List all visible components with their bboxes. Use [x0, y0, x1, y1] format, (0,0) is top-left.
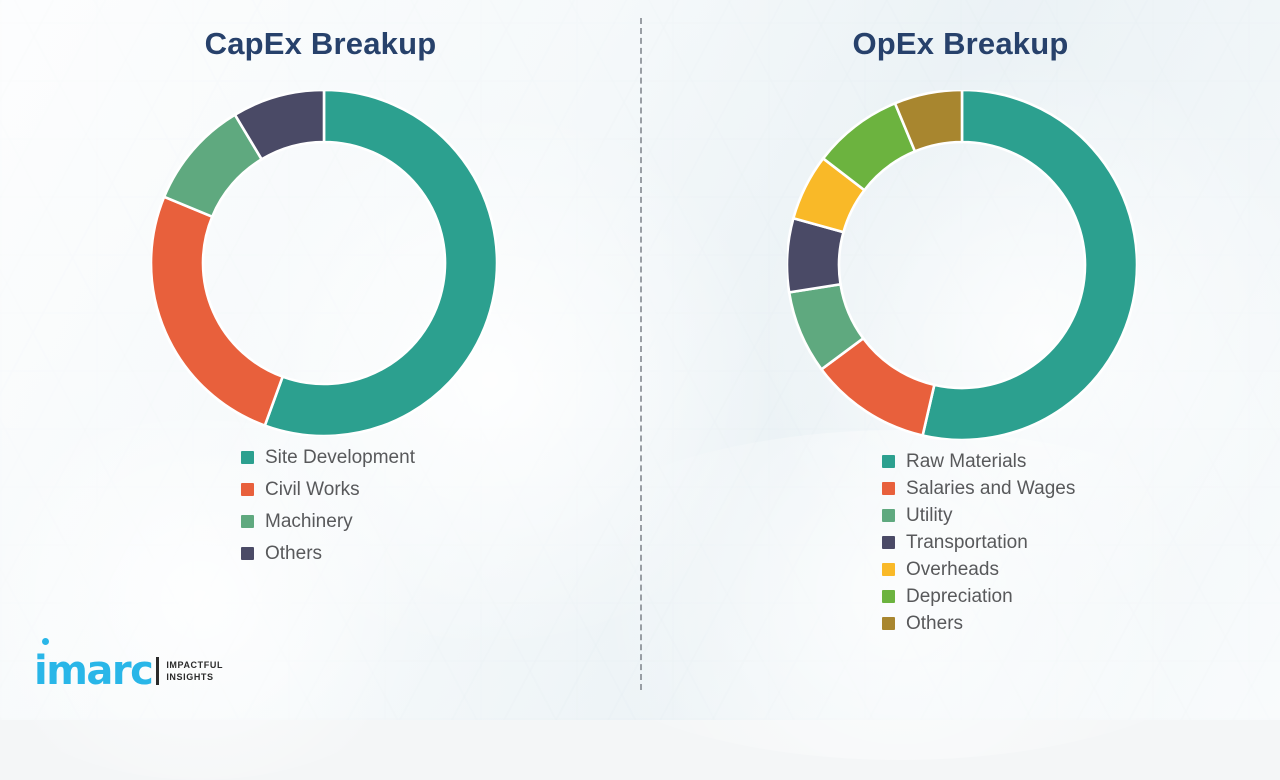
legend-item-label: Salaries and Wages — [906, 478, 1076, 499]
opex-chart-title: OpEx Breakup — [852, 26, 1069, 61]
imarc-logo: imarc IMPACTFUL INSIGHTS — [34, 638, 223, 691]
legend-item-label: Transportation — [906, 532, 1028, 553]
capex-legend: Site Development Civil Works Machinery Othe… — [241, 448, 415, 563]
legend-swatch-icon — [241, 515, 254, 528]
logo-tagline-line1: IMPACTFUL — [166, 660, 224, 670]
legend-swatch-icon — [882, 617, 895, 630]
donut-slice — [263, 90, 497, 436]
legend-swatch-icon — [241, 483, 254, 496]
capex-donut-chart — [151, 90, 497, 436]
donut-slice — [233, 90, 326, 162]
legend-item[interactable]: Site Development — [241, 448, 415, 467]
legend-item[interactable]: Others — [241, 544, 415, 563]
opex-panel: OpEx Breakup Raw Materials Salaries and W… — [641, 0, 1280, 720]
legend-swatch-icon — [882, 536, 895, 549]
legend-item[interactable]: Civil Works — [241, 480, 415, 499]
capex-donut-svg — [151, 90, 497, 436]
legend-item-label: Overheads — [906, 559, 999, 580]
donut-slice — [893, 90, 964, 154]
legend-item-label: Site Development — [265, 447, 415, 468]
capex-panel: CapEx Breakup Site Development Civil Work… — [0, 0, 641, 720]
legend-item[interactable]: Others — [882, 614, 1075, 633]
legend-item[interactable]: Raw Materials — [882, 452, 1075, 471]
panel-divider — [640, 18, 642, 690]
legend-swatch-icon — [882, 482, 895, 495]
legend-swatch-icon — [882, 455, 895, 468]
opex-donut-chart — [787, 90, 1137, 440]
donut-slice — [921, 90, 1137, 440]
logo-tagline: IMPACTFUL INSIGHTS — [166, 660, 223, 682]
legend-item-label: Machinery — [265, 511, 353, 532]
donut-slice — [151, 195, 285, 428]
opex-legend: Raw Materials Salaries and Wages Utility Tr… — [882, 452, 1075, 633]
legend-item[interactable]: Depreciation — [882, 587, 1075, 606]
legend-item-label: Civil Works — [265, 479, 360, 500]
legend-swatch-icon — [882, 509, 895, 522]
legend-item-label: Raw Materials — [906, 451, 1027, 472]
legend-item[interactable]: Overheads — [882, 560, 1075, 579]
logo-dot-icon — [42, 638, 49, 645]
logo-wordmark: imarc — [34, 638, 154, 691]
legend-item[interactable]: Machinery — [241, 512, 415, 531]
capex-chart-title: CapEx Breakup — [204, 26, 437, 61]
logo-tagline-line2: INSIGHTS — [166, 672, 214, 682]
legend-item-label: Others — [906, 613, 964, 634]
legend-item[interactable]: Salaries and Wages — [882, 479, 1075, 498]
legend-item-label: Depreciation — [906, 586, 1013, 607]
logo-divider-bar — [156, 657, 160, 685]
legend-item[interactable]: Utility — [882, 506, 1075, 525]
legend-swatch-icon — [241, 547, 254, 560]
legend-swatch-icon — [882, 590, 895, 603]
legend-swatch-icon — [882, 563, 895, 576]
legend-item-label: Others — [265, 543, 323, 564]
legend-item-label: Utility — [906, 505, 953, 526]
legend-item[interactable]: Transportation — [882, 533, 1075, 552]
opex-donut-svg — [787, 90, 1137, 440]
legend-swatch-icon — [241, 451, 254, 464]
